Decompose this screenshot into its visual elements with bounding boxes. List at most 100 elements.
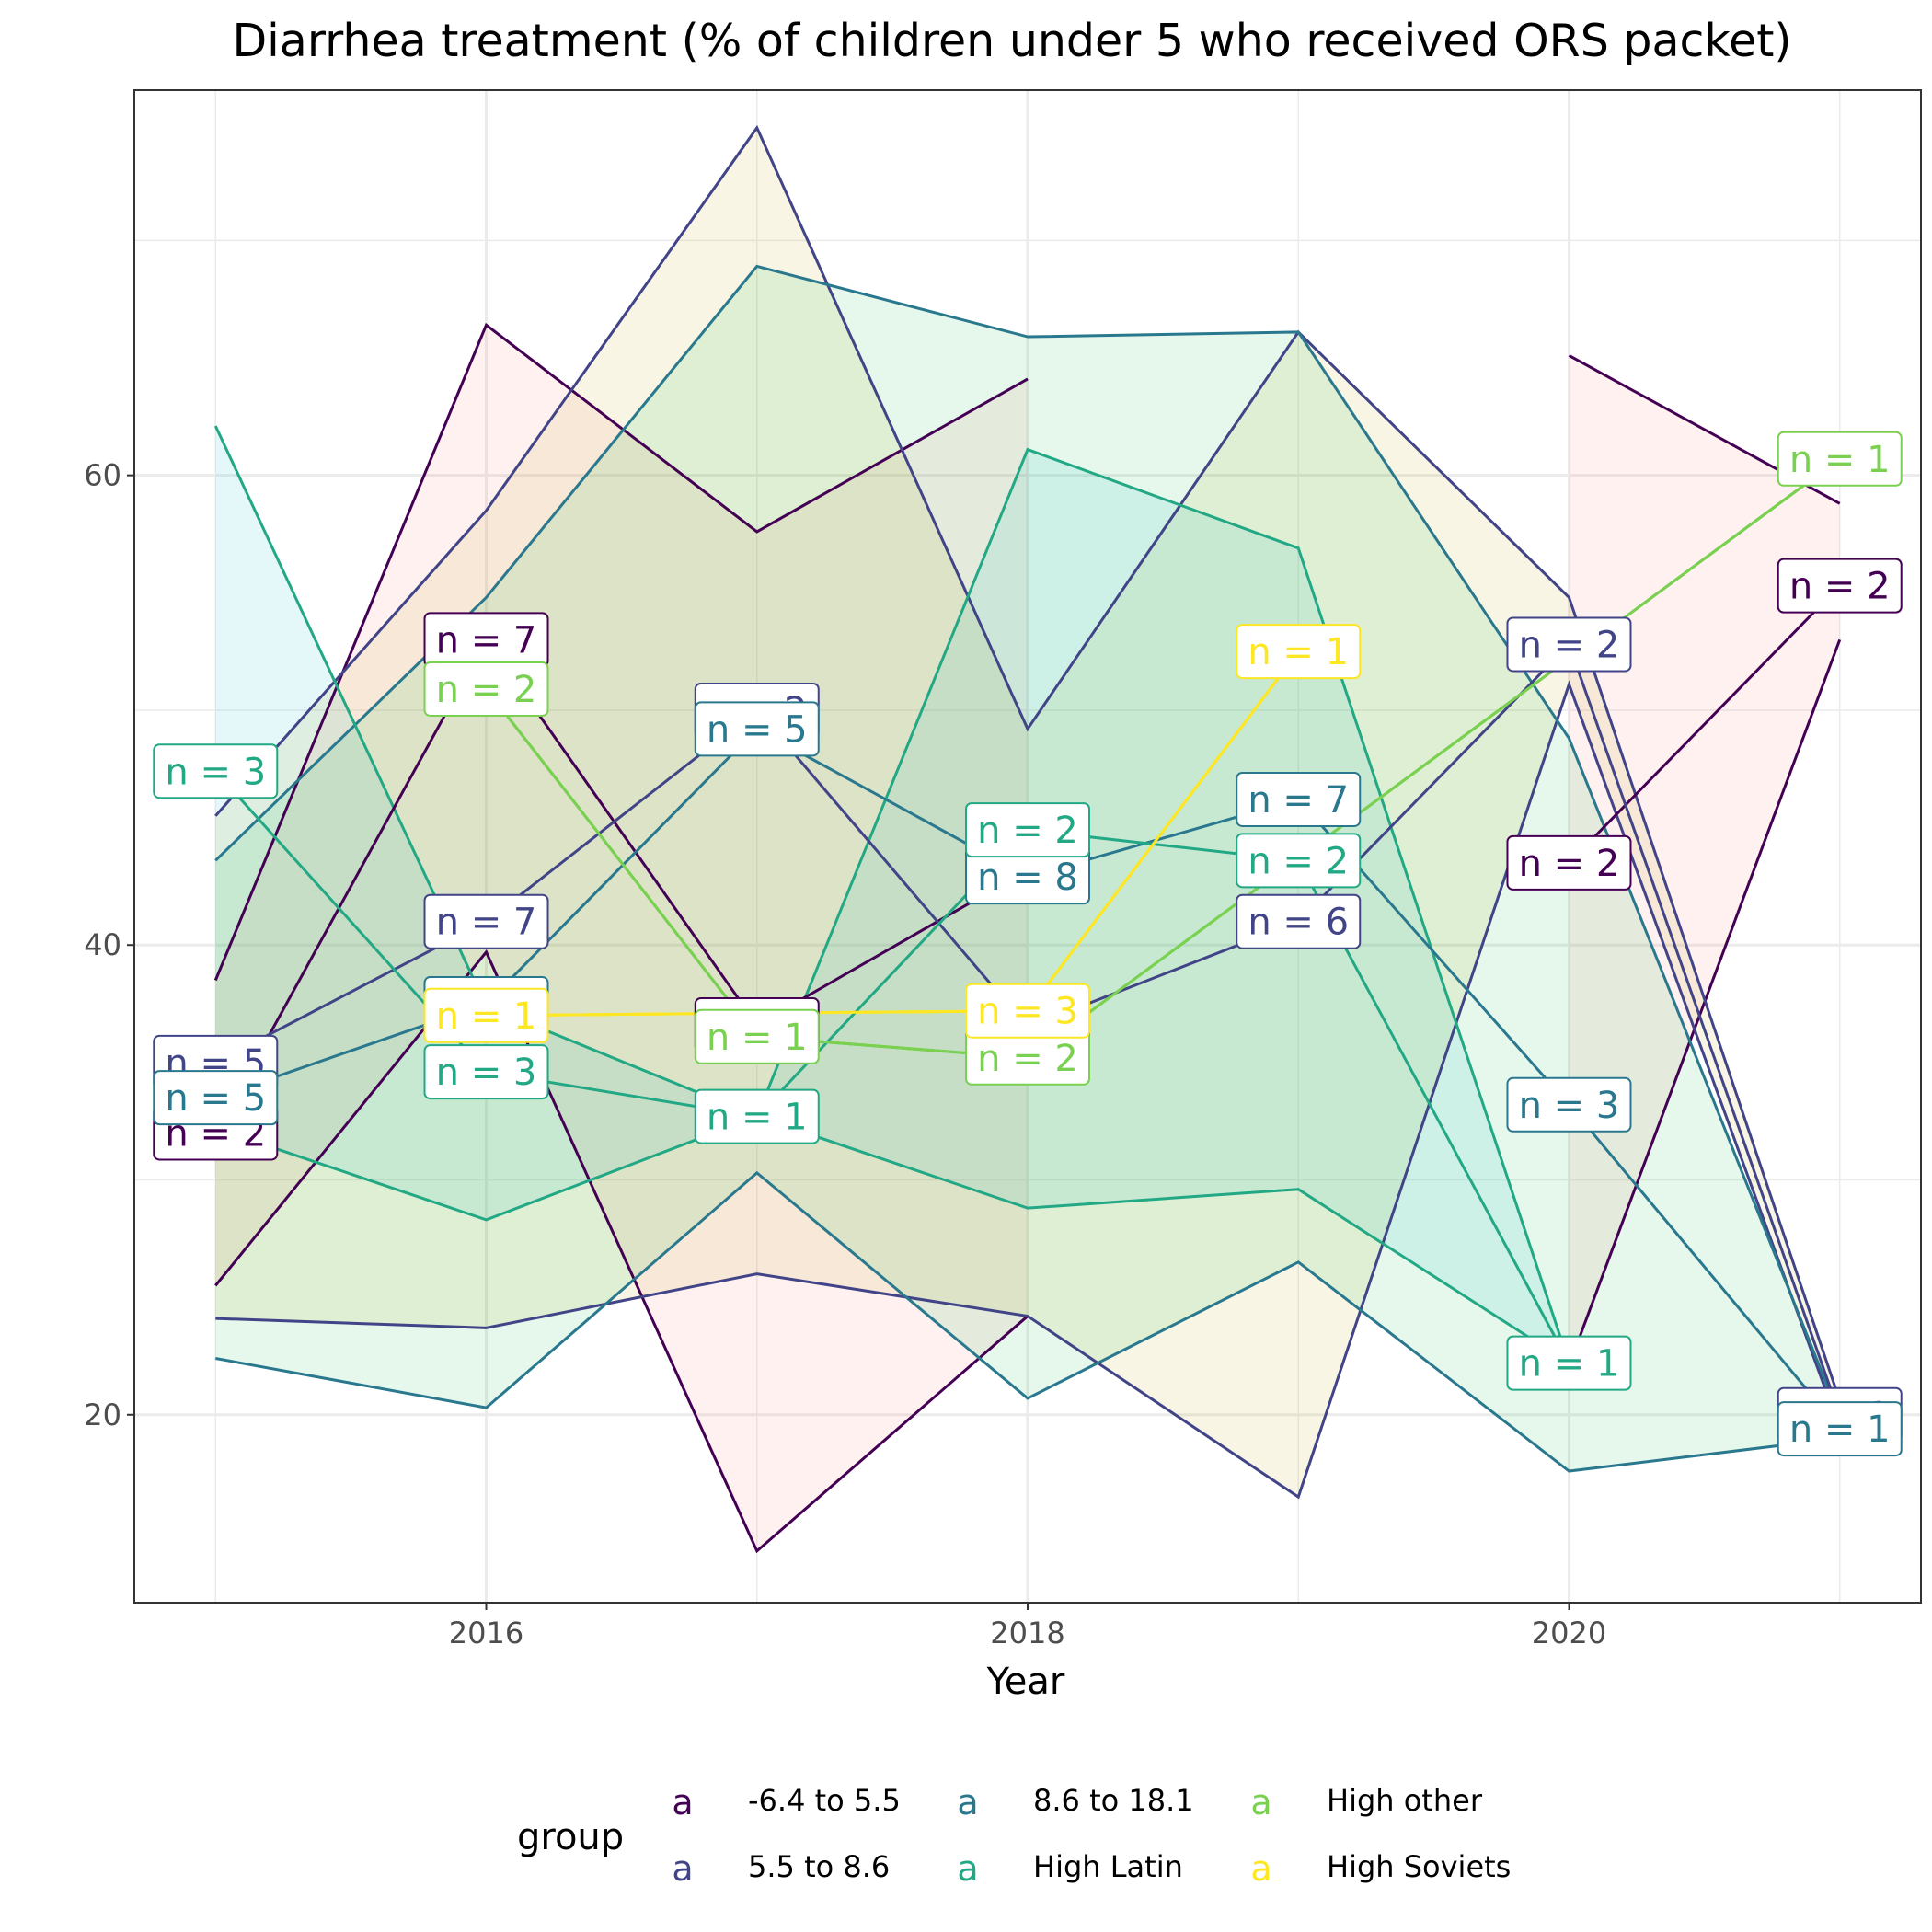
ribbon-band bbox=[215, 426, 1570, 1363]
n-label-text: n = 3 bbox=[165, 751, 266, 793]
n-label-text: n = 2 bbox=[977, 810, 1078, 852]
y-tick-label: 40 bbox=[84, 927, 121, 962]
ribbon-band bbox=[215, 325, 1029, 1551]
series-line bbox=[485, 457, 1841, 1060]
n-label: n = 7 bbox=[1236, 771, 1362, 827]
n-label-text: n = 1 bbox=[1248, 631, 1349, 673]
x-tick-label: 2018 bbox=[990, 1616, 1064, 1650]
n-label-box bbox=[965, 802, 1090, 858]
n-label-text: n = 2 bbox=[1519, 843, 1620, 885]
n-label-box bbox=[1777, 431, 1903, 487]
n-label: n = 3 bbox=[153, 743, 279, 799]
n-label: n = 7 bbox=[423, 893, 549, 949]
bound-line-lower bbox=[214, 949, 1029, 1554]
n-label: n = 8 bbox=[965, 849, 1090, 905]
x-tick-label: 2020 bbox=[1532, 1616, 1606, 1650]
x-axis-title: Year bbox=[986, 1661, 1065, 1703]
n-label-text: n = 2 bbox=[1519, 624, 1620, 666]
n-label-text: n = 1 bbox=[1519, 1343, 1620, 1386]
n-label-box bbox=[694, 1088, 820, 1144]
y-tick-label: 20 bbox=[84, 1397, 121, 1432]
n-label-text: n = 1 bbox=[1789, 1409, 1891, 1451]
n-label: n = 3 bbox=[965, 983, 1090, 1039]
n-label-text: n = 8 bbox=[977, 857, 1078, 899]
chart-title: Diarrhea treatment (% of children under … bbox=[232, 15, 1791, 67]
n-label: n = 1 bbox=[694, 1088, 820, 1144]
n-label: n = 2 bbox=[1236, 833, 1362, 889]
n-label-box bbox=[1236, 624, 1362, 680]
n-label: n = 6 bbox=[1236, 893, 1362, 949]
n-label-box bbox=[1506, 834, 1632, 891]
n-label-text: n = 2 bbox=[436, 669, 537, 711]
n-label-box bbox=[423, 661, 549, 717]
n-label-box bbox=[1506, 1335, 1632, 1391]
n-label-text: n = 2 bbox=[1789, 566, 1891, 608]
legend-title: group bbox=[517, 1816, 624, 1858]
bound-line-upper bbox=[213, 322, 1029, 982]
n-label-text: n = 3 bbox=[1519, 1085, 1620, 1127]
n-label-box bbox=[1236, 833, 1362, 889]
n-label-text: n = 7 bbox=[1248, 779, 1349, 822]
legend-label: High Latin bbox=[1033, 1849, 1183, 1884]
x-tick-label: 2016 bbox=[449, 1616, 523, 1650]
legend-label: 8.6 to 18.1 bbox=[1033, 1783, 1194, 1818]
legend-label: High Soviets bbox=[1327, 1849, 1511, 1884]
bound-line-upper bbox=[214, 264, 1842, 1418]
y-tick-label: 60 bbox=[84, 458, 121, 493]
n-label: n = 1 bbox=[1777, 1401, 1903, 1457]
n-label: n = 3 bbox=[1506, 1076, 1632, 1133]
n-label-box bbox=[694, 1008, 820, 1064]
n-label: n = 1 bbox=[1506, 1335, 1632, 1391]
legend: group a -6.4 to 5.5 a 5.5 to 8.6 a 8.6 to 18.… bbox=[517, 1782, 1511, 1889]
n-label-box bbox=[1236, 893, 1362, 949]
n-label-text: n = 2 bbox=[977, 1038, 1078, 1080]
n-label-text: n = 1 bbox=[707, 1017, 808, 1059]
n-label-box bbox=[965, 983, 1090, 1039]
n-label: n = 2 bbox=[1506, 616, 1632, 673]
legend-key: a bbox=[1250, 1782, 1271, 1823]
n-label: n = 1 bbox=[1236, 624, 1362, 680]
legend-label: 5.5 to 8.6 bbox=[748, 1849, 890, 1884]
n-label: n = 5 bbox=[694, 701, 820, 757]
n-label-text: n = 6 bbox=[1248, 902, 1349, 944]
n-label-box bbox=[153, 1070, 279, 1126]
series-line bbox=[213, 637, 1029, 1134]
n-label-box bbox=[694, 701, 820, 757]
n-label: n = 2 bbox=[1777, 558, 1903, 614]
n-label-box bbox=[1777, 1401, 1903, 1457]
n-label-text: n = 1 bbox=[707, 1097, 808, 1139]
n-label-box bbox=[1506, 1076, 1632, 1133]
n-label: n = 2 bbox=[1506, 834, 1632, 891]
series-line bbox=[1568, 584, 1841, 864]
n-label-text: n = 5 bbox=[707, 708, 808, 751]
n-label: n = 1 bbox=[1777, 431, 1903, 487]
n-label: n = 1 bbox=[423, 987, 549, 1043]
bound-line-lower bbox=[214, 1114, 1570, 1364]
legend-key: a bbox=[957, 1782, 978, 1823]
legend-key: a bbox=[957, 1848, 978, 1889]
legend-label: -6.4 to 5.5 bbox=[748, 1783, 901, 1818]
n-label: n = 2 bbox=[965, 802, 1090, 858]
n-label: n = 2 bbox=[423, 661, 549, 717]
n-label-box bbox=[153, 743, 279, 799]
n-label-box bbox=[423, 1044, 549, 1100]
legend-key: a bbox=[672, 1848, 693, 1889]
n-label-text: n = 1 bbox=[1789, 439, 1891, 481]
n-label-text: n = 3 bbox=[977, 991, 1078, 1033]
n-label: n = 1 bbox=[694, 1008, 820, 1064]
n-label: n = 7 bbox=[423, 612, 549, 668]
n-label-text: n = 1 bbox=[436, 995, 537, 1038]
n-label-text: n = 3 bbox=[436, 1052, 537, 1094]
legend-label: High other bbox=[1327, 1783, 1483, 1818]
legend-key: a bbox=[672, 1782, 693, 1823]
n-label-text: n = 7 bbox=[436, 902, 537, 944]
n-label: n = 2 bbox=[965, 1029, 1090, 1086]
n-label-text: n = 5 bbox=[165, 1077, 266, 1120]
plot-area: n = 2 n = 7 n = 1 n = 2 n = 2 n = 2 n = 5 n = 7… bbox=[84, 89, 1922, 1650]
bound-line-lower bbox=[215, 1170, 1840, 1473]
n-label-text: n = 2 bbox=[1248, 840, 1349, 882]
n-label-box bbox=[423, 987, 549, 1043]
legend-key: a bbox=[1250, 1848, 1271, 1889]
n-label-box bbox=[1236, 771, 1362, 827]
